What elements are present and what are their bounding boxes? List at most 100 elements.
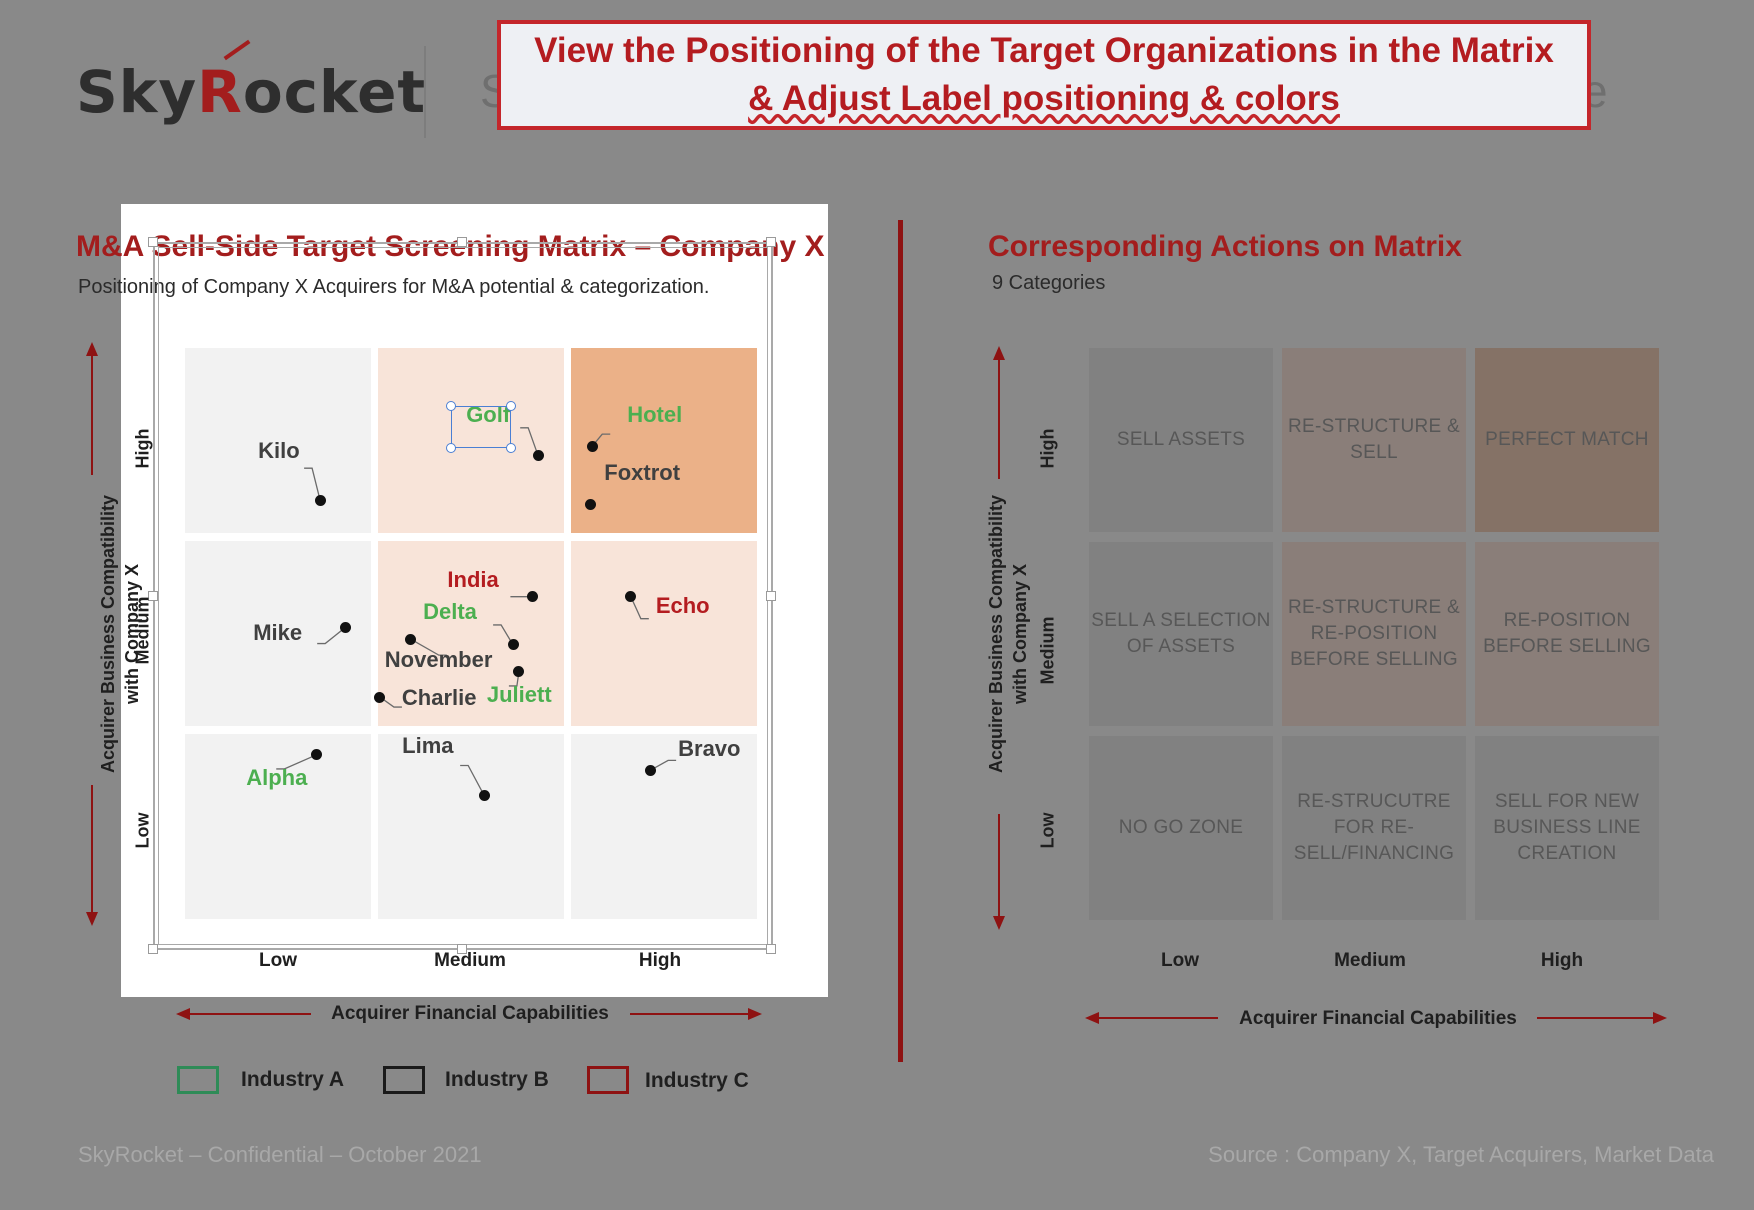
point-label-bravo[interactable]: Bravo: [678, 736, 741, 762]
legend-swatch-industry-c: [587, 1066, 629, 1094]
leader-line-kilo: [304, 467, 321, 501]
callout-line-2: & Adjust Label positioning & colors: [748, 79, 1340, 118]
point-label-golf[interactable]: Golf: [466, 401, 511, 427]
resize-handle-tl[interactable]: [148, 237, 158, 247]
action-cell-no-go-zone: NO GO ZONE: [1089, 736, 1273, 920]
footer-source: Source : Company X, Target Acquirers, Ma…: [1208, 1142, 1714, 1167]
leader-line-echo: [630, 596, 649, 620]
right-x-axis-arrow: [1085, 1012, 1667, 1024]
resize-handle-bl[interactable]: [148, 944, 158, 954]
x-tick-medium: Medium: [434, 950, 506, 971]
left-x-axis-title: Acquirer Financial Capabilities: [331, 1003, 609, 1024]
leader-line-mike: [317, 627, 346, 645]
action-cell-restructure-financing: RE-STRUCUTRE FOR RE-SELL/FINANCING: [1282, 736, 1466, 920]
leader-line-golf: [520, 427, 539, 457]
resize-handle-tr[interactable]: [766, 237, 776, 247]
matrix-cell-medium-low: [378, 734, 564, 919]
legend-swatch-industry-a: [177, 1066, 219, 1094]
right-chart-title: Corresponding Actions on Matrix: [988, 230, 1462, 263]
point-label-lima[interactable]: Lima: [402, 733, 454, 759]
selection-handle-bl[interactable]: [446, 443, 456, 453]
point-label-mike[interactable]: Mike: [253, 619, 303, 645]
resize-handle-bc[interactable]: [457, 944, 467, 954]
point-india[interactable]: [526, 591, 538, 603]
callout-line-1: View the Positioning of the Target Organ…: [534, 31, 1554, 70]
point-charlie[interactable]: [374, 691, 386, 703]
action-cell-reposition: RE-POSITION BEFORE SELLING: [1475, 542, 1659, 726]
point-delta[interactable]: [507, 639, 519, 651]
matrix-cell-high-medium: [571, 541, 757, 726]
point-label-india[interactable]: India: [447, 566, 499, 592]
matrix-cell-low-high: [185, 348, 371, 533]
point-golf[interactable]: [532, 450, 544, 462]
action-cell-restructure-sell: RE-STRUCTURE & SELL: [1282, 348, 1466, 532]
legend-label-industry-c: Industry C: [645, 1069, 749, 1092]
resize-handle-br[interactable]: [766, 944, 776, 954]
resize-handle-tc[interactable]: [457, 237, 467, 247]
point-label-charlie[interactable]: Charlie: [401, 685, 477, 711]
skyrocket-logo: SkyRocket: [76, 39, 425, 140]
matrix-cell-low-low: [185, 734, 371, 919]
point-label-kilo[interactable]: Kilo: [258, 438, 300, 464]
right-y-tick-high: High: [1037, 428, 1058, 469]
legend-label-industry-a: Industry A: [241, 1068, 345, 1091]
action-cell-new-business-line: SELL FOR NEW BUSINESS LINE CREATION: [1475, 736, 1659, 920]
left-chart-subtitle: Positioning of Company X Acquirers for M…: [78, 276, 710, 298]
selection-handle-tr[interactable]: [506, 401, 516, 411]
matrix-cell-medium-medium: [378, 541, 564, 726]
left-y-axis-arrow: [86, 342, 98, 926]
header-divider: [424, 46, 426, 138]
leader-line-bravo: [649, 759, 677, 771]
point-juliett[interactable]: [513, 666, 525, 678]
selection-handle-tl[interactable]: [446, 401, 456, 411]
leader-line-charlie: [379, 696, 402, 708]
x-tick-high: High: [638, 950, 682, 971]
point-label-echo[interactable]: Echo: [655, 592, 710, 618]
matrix-cell-low-medium: [185, 541, 371, 726]
point-label-delta[interactable]: Delta: [423, 598, 477, 624]
right-y-tick-low: Low: [1037, 812, 1058, 849]
left-chart-title: M&A Sell-Side Target Screening Matrix – …: [76, 230, 825, 263]
action-cell-sell-selection: SELL A SELECTION OF ASSETS: [1089, 542, 1273, 726]
selection-handle-br[interactable]: [506, 443, 516, 453]
action-cell-perfect-match: PERFECT MATCH: [1475, 348, 1659, 532]
right-y-axis-title: Acquirer Business Compatibility with Com…: [986, 494, 1030, 774]
point-november[interactable]: [405, 633, 417, 645]
leader-line-november: [410, 638, 447, 656]
left-x-axis-arrow: [176, 1008, 762, 1020]
point-alpha[interactable]: [310, 749, 322, 761]
resize-handle-mr[interactable]: [766, 591, 776, 601]
point-lima[interactable]: [478, 789, 490, 801]
instruction-callout: View the Positioning of the Target Organ…: [497, 20, 1591, 130]
logo-wordmark: SkyRocket: [76, 58, 427, 126]
point-bravo[interactable]: [644, 764, 656, 776]
leader-line-delta: [493, 624, 514, 646]
point-label-foxtrot[interactable]: Foxtrot: [604, 460, 681, 486]
leader-line-alpha: [276, 754, 317, 770]
right-x-tick-medium: Medium: [1334, 950, 1406, 971]
point-label-alpha[interactable]: Alpha: [246, 764, 308, 790]
x-tick-low: Low: [259, 950, 297, 971]
footer-confidential: SkyRocket – Confidential – October 2021: [78, 1142, 482, 1167]
right-y-tick-medium: Medium: [1037, 616, 1058, 685]
point-kilo[interactable]: [314, 494, 326, 506]
point-hotel[interactable]: [586, 440, 598, 452]
point-foxtrot[interactable]: [584, 498, 596, 510]
right-chart-subtitle: 9 Categories: [992, 272, 1106, 294]
right-y-axis-arrow: [993, 346, 1005, 930]
section-divider: [898, 220, 903, 1062]
matrix-cell-high-high: [571, 348, 757, 533]
point-mike[interactable]: [339, 622, 351, 634]
right-x-axis-title: Acquirer Financial Capabilities: [1239, 1008, 1517, 1029]
action-cell-restructure-reposition: RE-STRUCTURE & RE-POSITION BEFORE SELLIN…: [1282, 542, 1466, 726]
matrix-cell-high-low: [571, 734, 757, 919]
resize-handle-ml[interactable]: [148, 591, 158, 601]
point-label-juliett[interactable]: Juliett: [486, 681, 552, 707]
action-cell-sell-assets: SELL ASSETS: [1089, 348, 1273, 532]
right-x-tick-low: Low: [1161, 950, 1199, 971]
point-label-november[interactable]: November: [384, 647, 493, 673]
point-echo[interactable]: [625, 591, 637, 603]
point-label-hotel[interactable]: Hotel: [627, 402, 683, 428]
right-x-tick-high: High: [1540, 950, 1584, 971]
golf-label-selection-box[interactable]: [451, 406, 511, 448]
